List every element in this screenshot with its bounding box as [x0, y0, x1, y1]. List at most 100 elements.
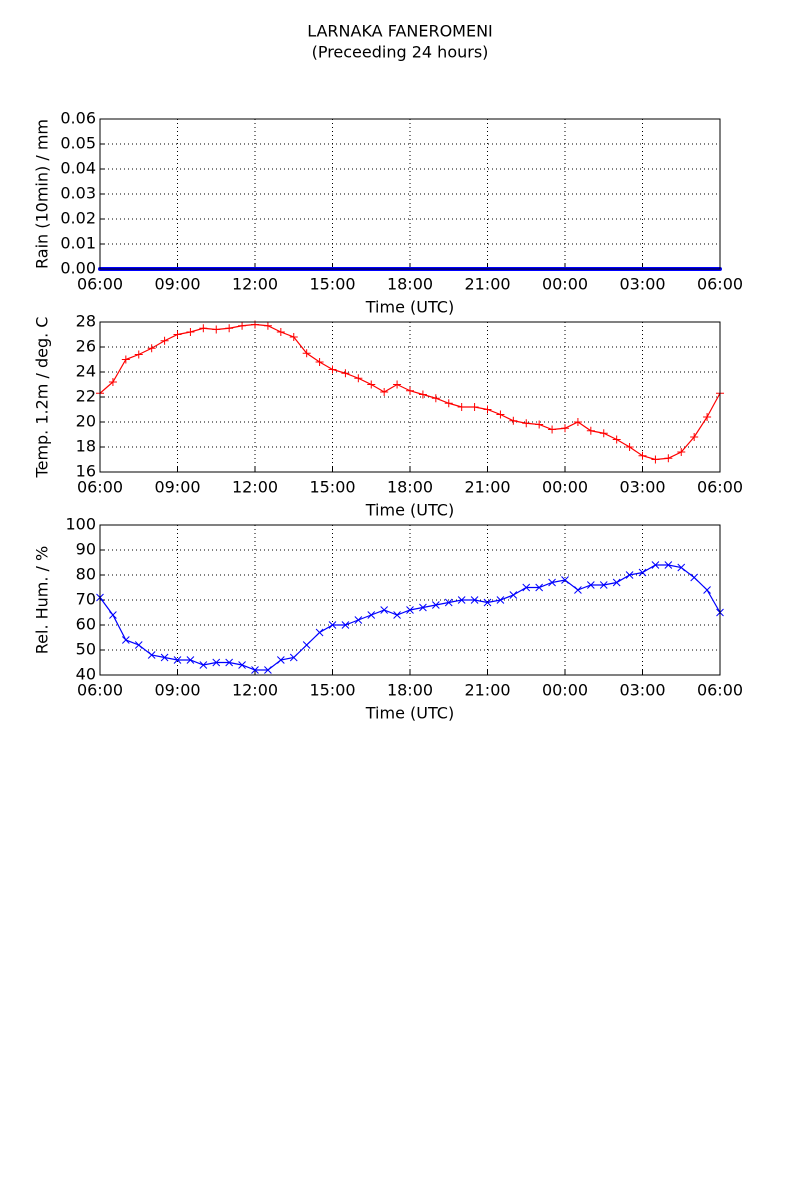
data-point [134, 350, 143, 359]
x-tick-label: 09:00 [154, 275, 200, 294]
y-tick-label: 90 [76, 540, 96, 559]
x-tick-label: 21:00 [464, 681, 510, 700]
data-point [109, 611, 117, 619]
figure-subtitle: (Preceeding 24 hours) [312, 43, 489, 62]
data-point [599, 581, 608, 589]
y-tick-label: 80 [76, 565, 96, 584]
data-point [173, 656, 182, 664]
data-point [121, 636, 130, 644]
y-tick-label: 70 [76, 590, 96, 609]
data-point [199, 661, 208, 669]
data-point [393, 380, 402, 389]
data-point [548, 578, 556, 587]
y-tick-label: 40 [76, 665, 96, 684]
x-axis-label: Time (UTC) [365, 501, 454, 520]
data-point [315, 358, 324, 366]
data-point [483, 405, 492, 414]
data-point [548, 425, 557, 434]
data-point [380, 388, 389, 396]
data-point [574, 586, 582, 594]
x-tick-label: 06:00 [697, 275, 743, 294]
data-point [289, 653, 298, 662]
data-point [703, 413, 712, 421]
data-point [470, 403, 479, 411]
data-point [664, 561, 673, 569]
data-point [199, 324, 208, 333]
data-point [328, 365, 337, 374]
data-point [457, 596, 466, 604]
y-tick-label: 0.05 [60, 134, 96, 153]
x-tick-label: 00:00 [542, 478, 588, 497]
data-point [367, 380, 376, 389]
data-point [315, 628, 324, 637]
data-point [690, 433, 699, 441]
data-point [625, 571, 634, 579]
y-tick-label: 0.02 [60, 209, 96, 228]
data-point [354, 374, 363, 383]
x-tick-label: 18:00 [387, 681, 433, 700]
y-tick-label: 28 [76, 312, 96, 331]
data-point [302, 349, 311, 358]
x-tick-label: 12:00 [232, 275, 278, 294]
x-tick-label: 06:00 [77, 275, 123, 294]
data-point [264, 666, 272, 674]
y-tick-label: 16 [76, 462, 96, 481]
x-tick-label: 21:00 [464, 275, 510, 294]
y-tick-label: 60 [76, 615, 96, 634]
data-point [225, 324, 234, 333]
y-tick-label: 50 [76, 640, 96, 659]
y-tick-label: 18 [76, 437, 96, 456]
x-tick-label: 12:00 [232, 478, 278, 497]
data-point [354, 616, 363, 624]
data-point [522, 419, 531, 428]
y-tick-label: 0.06 [60, 109, 96, 128]
data-point [225, 658, 234, 667]
data-point [238, 661, 246, 669]
x-tick-label: 15:00 [309, 275, 355, 294]
data-point [341, 621, 350, 629]
data-point [586, 581, 595, 589]
y-tick-label: 26 [76, 337, 96, 356]
y-tick-label: 22 [76, 387, 96, 406]
data-point [186, 328, 195, 336]
data-point [367, 611, 376, 619]
data-point [483, 598, 492, 607]
y-tick-label: 20 [76, 412, 96, 431]
plot-frame [99, 118, 721, 270]
data-point [341, 369, 350, 378]
data-point [444, 399, 453, 408]
data-point [612, 435, 621, 444]
y-tick-label: 0.04 [60, 159, 96, 178]
data-point [173, 330, 182, 339]
y-axis-label: Temp. 1.2m / deg. C [33, 317, 52, 479]
plot-frame [99, 524, 721, 676]
data-point [289, 333, 298, 341]
x-tick-label: 00:00 [542, 275, 588, 294]
data-point [406, 386, 414, 395]
data-point [380, 606, 389, 614]
data-point [573, 418, 582, 426]
data-point [651, 455, 660, 464]
data-point [212, 658, 221, 667]
x-tick-label: 03:00 [619, 275, 665, 294]
y-axis-label: Rain (10min) / mm [33, 119, 52, 269]
data-point [664, 454, 673, 463]
data-point [212, 325, 221, 334]
data-point [561, 576, 569, 584]
x-tick-label: 00:00 [542, 681, 588, 700]
data-point [328, 621, 337, 629]
data-point [251, 666, 259, 674]
data-point [470, 596, 479, 604]
data-point [509, 416, 518, 425]
data-point [121, 355, 130, 364]
data-point [535, 420, 544, 429]
x-axis-label: Time (UTC) [365, 704, 454, 723]
x-tick-label: 09:00 [154, 681, 200, 700]
data-point [612, 578, 621, 587]
data-point [561, 424, 569, 433]
data-point [677, 563, 686, 572]
y-tick-label: 0.03 [60, 184, 96, 203]
data-point [431, 394, 440, 403]
data-point [302, 641, 311, 649]
